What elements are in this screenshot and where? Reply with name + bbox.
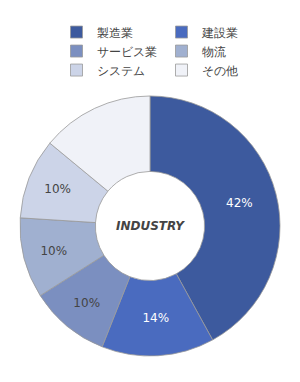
svg-text:10%: 10% [73, 296, 100, 310]
svg-text:その他: その他 [202, 64, 238, 78]
svg-text:42%: 42% [226, 196, 253, 210]
svg-text:サービス業: サービス業 [97, 45, 157, 59]
svg-text:製造業: 製造業 [97, 26, 133, 40]
svg-text:14%: 14% [142, 311, 169, 325]
svg-text:建設業: 建設業 [201, 26, 238, 40]
svg-text:10%: 10% [44, 182, 71, 196]
svg-text:INDUSTRY: INDUSTRY [116, 219, 185, 233]
svg-text:物流: 物流 [202, 45, 226, 59]
svg-text:10%: 10% [40, 244, 67, 258]
svg-text:システム: システム [97, 64, 145, 78]
